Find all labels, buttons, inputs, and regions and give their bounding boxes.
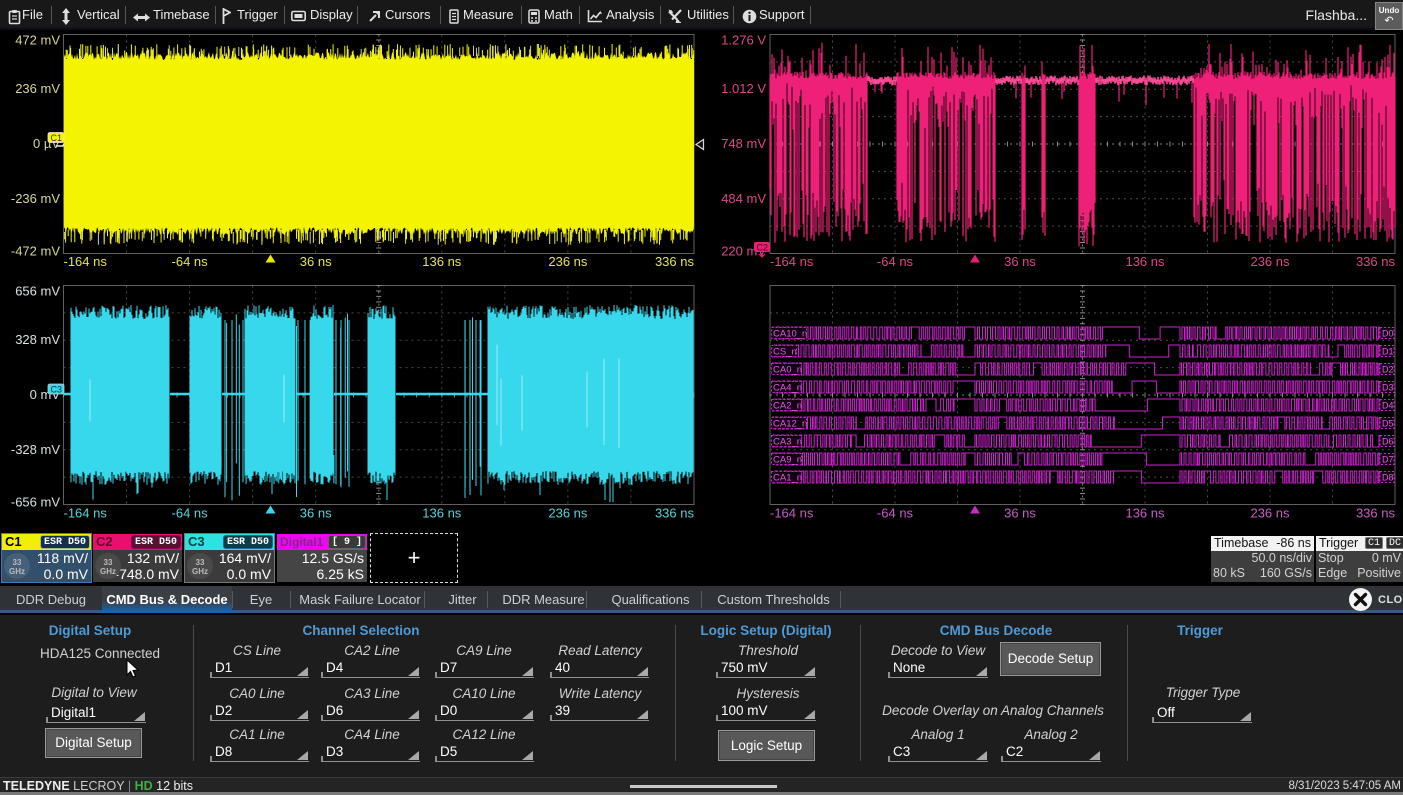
svg-text:-328 mV: -328 mV [11,442,60,457]
svg-text:236 ns: 236 ns [548,506,588,521]
svg-text:CA1_n: CA1_n [773,473,802,484]
svg-text:236 ns: 236 ns [548,254,588,269]
svg-text:D3: D3 [1382,383,1394,393]
svg-text:36 ns: 36 ns [300,254,332,269]
svg-text:336 ns: 336 ns [655,506,695,521]
svg-text:36 ns: 36 ns [1004,254,1036,269]
svg-text:328 mV: 328 mV [15,332,60,347]
svg-text:-236 mV: -236 mV [11,191,60,206]
svg-text:36 ns: 36 ns [300,506,332,521]
svg-text:-656 mV: -656 mV [11,495,60,510]
svg-text:-164 ns: -164 ns [64,254,108,269]
svg-text:CA10_n: CA10_n [773,329,807,340]
svg-text:C3: C3 [51,385,63,395]
svg-text:CA0_n: CA0_n [773,365,802,376]
svg-text:336 ns: 336 ns [1356,506,1396,521]
svg-text:336 ns: 336 ns [1356,254,1396,269]
svg-text:C2: C2 [757,243,769,253]
svg-text:CA12_n: CA12_n [773,419,807,430]
svg-text:136 ns: 136 ns [1125,254,1165,269]
svg-text:-164 ns: -164 ns [770,506,814,521]
svg-text:236 ns: 236 ns [1250,506,1290,521]
svg-text:236 mV: 236 mV [15,81,60,96]
svg-text:36 ns: 36 ns [1004,506,1036,521]
svg-text:CA3_n: CA3_n [773,437,802,448]
svg-text:CA4_n: CA4_n [773,383,802,394]
svg-text:236 ns: 236 ns [1250,254,1290,269]
svg-text:D6: D6 [1382,437,1394,447]
svg-text:1.276 V: 1.276 V [721,33,766,48]
svg-text:CA9_n: CA9_n [773,455,802,466]
svg-text:656 mV: 656 mV [15,284,60,299]
svg-text:D2: D2 [1382,365,1394,375]
svg-text:136 ns: 136 ns [422,254,462,269]
svg-text:CS_n: CS_n [773,347,797,358]
svg-text:-64 ns: -64 ns [172,506,209,521]
svg-text:CA2_n: CA2_n [773,401,802,412]
svg-text:D7: D7 [1382,455,1394,465]
svg-text:D8: D8 [1382,473,1394,483]
svg-text:-64 ns: -64 ns [172,254,209,269]
svg-text:D5: D5 [1382,419,1394,429]
svg-text:136 ns: 136 ns [1125,506,1165,521]
svg-text:-64 ns: -64 ns [877,254,914,269]
svg-text:136 ns: 136 ns [422,506,462,521]
svg-text:336 ns: 336 ns [655,254,695,269]
svg-text:748 mV: 748 mV [721,136,766,151]
svg-text:1.012 V: 1.012 V [721,81,766,96]
svg-text:-64 ns: -64 ns [877,506,914,521]
svg-text:C1: C1 [51,133,63,143]
svg-text:-164 ns: -164 ns [770,254,814,269]
svg-text:D0: D0 [1382,329,1394,339]
svg-text:472 mV: 472 mV [15,33,60,48]
svg-text:-164 ns: -164 ns [64,506,108,521]
svg-text:D4: D4 [1382,401,1394,411]
svg-text:D1: D1 [1382,347,1394,357]
svg-text:484 mV: 484 mV [721,191,766,206]
svg-text:-472 mV: -472 mV [11,244,60,259]
